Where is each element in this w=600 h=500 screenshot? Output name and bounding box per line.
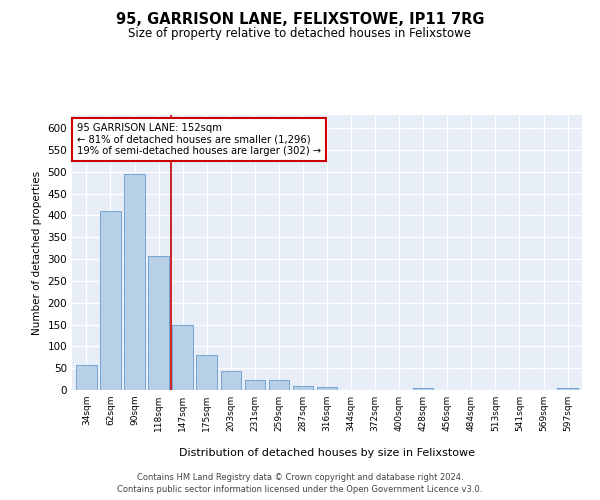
Text: Distribution of detached houses by size in Felixstowe: Distribution of detached houses by size … (179, 448, 475, 458)
Bar (245, 380, 265, 390)
Text: 95 GARRISON LANE: 152sqm
← 81% of detached houses are smaller (1,296)
19% of sem: 95 GARRISON LANE: 152sqm ← 81% of detach… (77, 123, 321, 156)
Bar (557, 388, 578, 390)
Bar (413, 388, 433, 390)
Bar (76, 365, 97, 390)
Bar (221, 371, 241, 390)
Bar (317, 388, 337, 390)
Text: Contains HM Land Registry data © Crown copyright and database right 2024.: Contains HM Land Registry data © Crown c… (137, 473, 463, 482)
Bar (148, 256, 169, 390)
Text: Size of property relative to detached houses in Felixstowe: Size of property relative to detached ho… (128, 28, 472, 40)
Text: 95, GARRISON LANE, FELIXSTOWE, IP11 7RG: 95, GARRISON LANE, FELIXSTOWE, IP11 7RG (116, 12, 484, 28)
Bar (100, 211, 121, 390)
Bar (269, 380, 289, 390)
Text: Contains public sector information licensed under the Open Government Licence v3: Contains public sector information licen… (118, 486, 482, 494)
Y-axis label: Number of detached properties: Number of detached properties (32, 170, 42, 334)
Bar (293, 386, 313, 390)
Bar (124, 174, 145, 390)
Bar (172, 326, 193, 390)
Bar (196, 355, 217, 390)
